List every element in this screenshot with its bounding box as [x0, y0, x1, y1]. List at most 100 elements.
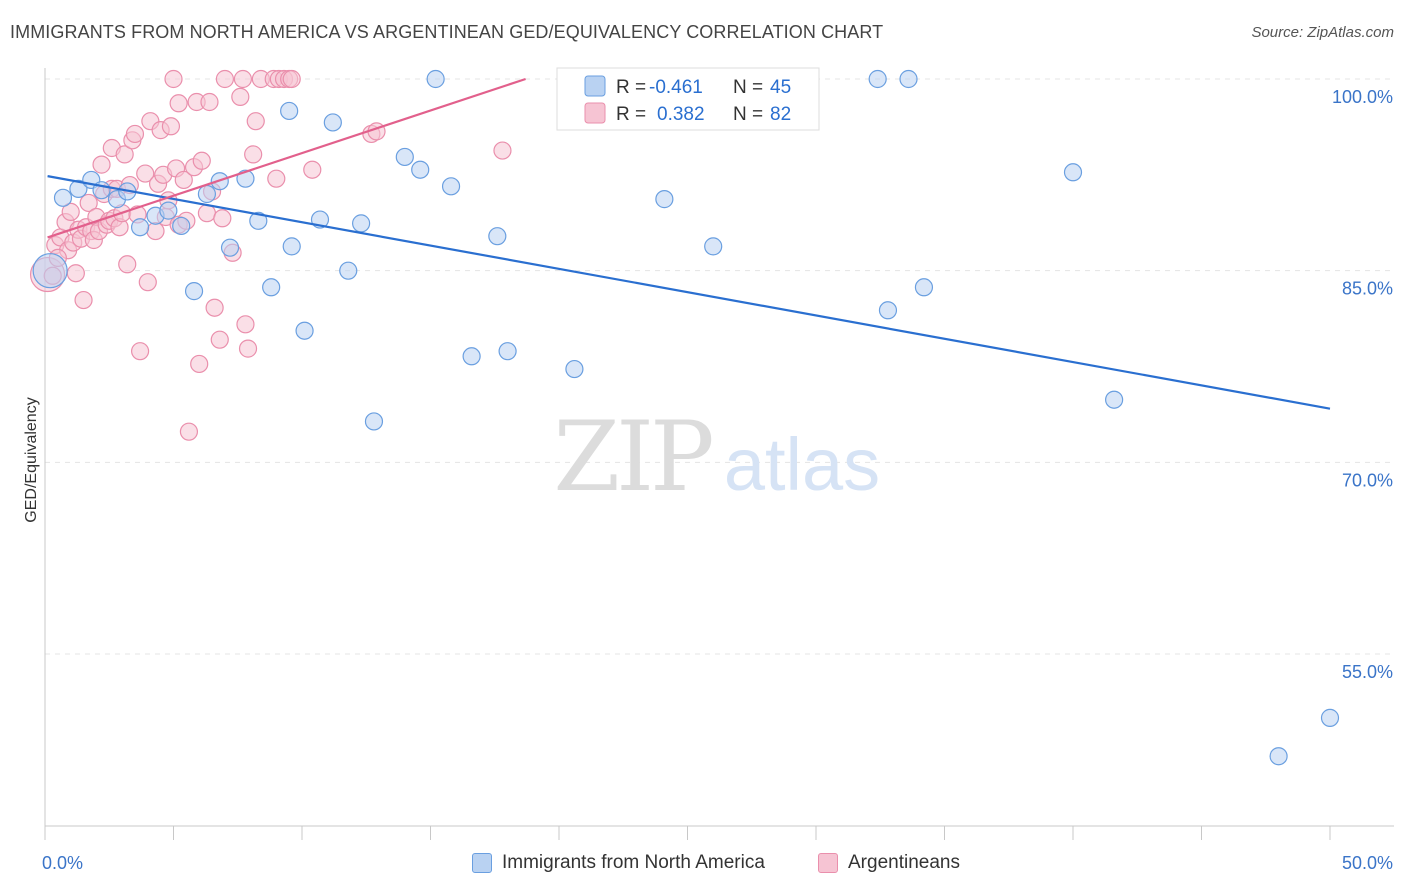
north-america-point-34 — [655, 190, 674, 209]
argentinean-point-63 — [231, 87, 250, 106]
argentinean-point-8 — [66, 264, 85, 283]
legend-r-north-america: -0.461 — [649, 77, 703, 98]
svg-text:N =: N = — [733, 104, 763, 125]
north-america-point-25 — [364, 412, 384, 431]
legend-swatch-argentineans-bottom — [818, 853, 838, 873]
grid-lines — [45, 78, 1394, 655]
argentinean-point-59 — [210, 330, 229, 349]
argentinean-point-32 — [125, 124, 145, 144]
svg-text:R =: R = — [616, 77, 646, 98]
watermark-atlas: atlas — [724, 423, 880, 506]
trend-line-north-america — [47, 175, 1331, 410]
north-america-point-32 — [498, 342, 517, 361]
argentinean-point-28 — [115, 145, 134, 164]
north-america-point-36 — [868, 69, 887, 89]
trend-lines — [47, 77, 1331, 410]
legend-item-north-america[interactable]: Immigrants from North America — [472, 852, 765, 874]
north-america-point-2 — [69, 179, 88, 198]
north-america-point-22 — [323, 113, 342, 132]
argentinean-point-44 — [161, 117, 181, 136]
y-tick-label-0: 100.0% — [1332, 87, 1393, 107]
x-tick-label-start: 0.0% — [42, 853, 83, 873]
argentinean-point-79 — [493, 141, 512, 160]
argentinean-point-6 — [61, 202, 80, 221]
legend-label-north-america: Immigrants from North America — [502, 852, 765, 873]
watermark-zip: ZIP — [553, 401, 712, 513]
north-america-point-1 — [53, 188, 73, 207]
argentinean-point-45 — [164, 69, 183, 89]
north-america-point-0 — [32, 253, 68, 289]
svg-text:R =: R = — [616, 104, 646, 125]
chart-title: IMMIGRANTS FROM NORTH AMERICA VS ARGENTI… — [10, 22, 884, 42]
legend-swatch-north-america-bottom — [472, 853, 492, 873]
y-axis-label: GED/Equivalency — [23, 397, 40, 522]
north-america-point-20 — [295, 321, 314, 340]
north-america-point-29 — [441, 177, 461, 196]
argentinean-point-64 — [233, 69, 252, 89]
legend-swatch-north-america — [584, 75, 606, 97]
north-america-point-11 — [184, 282, 204, 301]
y-tick-labels: 100.0% 85.0% 70.0% 55.0% — [1332, 87, 1393, 682]
argentinean-point-36 — [138, 273, 157, 292]
x-tick-label-end: 50.0% — [1342, 853, 1393, 873]
north-america-point-12 — [197, 184, 217, 204]
north-america-point-31 — [488, 227, 507, 246]
north-america-point-33 — [565, 359, 584, 379]
legend-swatch-argentineans — [584, 102, 606, 124]
legend-n-argentineans: 82 — [770, 104, 791, 125]
north-america-point-38 — [899, 69, 918, 89]
legend-label-argentineans: Argentineans — [848, 852, 960, 873]
north-america-point-24 — [352, 214, 371, 233]
north-america-point-18 — [280, 101, 299, 121]
argentinean-point-13 — [79, 193, 98, 213]
legend-stats: R = -0.461 N = 45 R = 0.382 N = 82 — [556, 67, 820, 131]
argentinean-point-71 — [267, 169, 286, 188]
north-america-point-14 — [220, 238, 240, 257]
argentinean-point-56 — [200, 92, 219, 112]
argentinean-point-34 — [130, 342, 150, 361]
y-tick-label-3: 55.0% — [1342, 662, 1393, 682]
y-tick-label-1: 85.0% — [1342, 279, 1393, 299]
argentinean-point-11 — [74, 290, 93, 310]
north-america-point-39 — [914, 278, 934, 297]
north-america-point-27 — [411, 160, 430, 179]
chart-source: Source: ZipAtlas.com — [1251, 24, 1394, 41]
argentinean-point-29 — [118, 255, 137, 274]
north-america-point-19 — [282, 237, 301, 256]
argentinean-point-60 — [213, 209, 232, 228]
north-america-point-9 — [159, 201, 178, 220]
north-america-point-35 — [704, 237, 723, 256]
north-america-point-17 — [262, 278, 281, 297]
argentinean-point-75 — [282, 69, 301, 89]
x-tick-labels: 0.0% 50.0% — [42, 853, 1393, 873]
argentinean-point-18 — [92, 155, 111, 174]
argentinean-point-67 — [244, 145, 263, 164]
trend-line-argentineans — [47, 77, 526, 239]
argentinean-point-35 — [136, 164, 155, 183]
north-america-point-41 — [1105, 390, 1124, 409]
north-america-point-16 — [249, 211, 268, 230]
north-america-point-7 — [130, 218, 150, 237]
argentinean-point-55 — [197, 204, 217, 223]
north-america-point-26 — [395, 147, 414, 167]
north-america-point-28 — [426, 69, 445, 89]
argentinean-point-65 — [236, 315, 255, 334]
legend-r-argentineans: 0.382 — [657, 104, 705, 125]
series-argentineans-points — [29, 69, 512, 441]
argentinean-point-53 — [190, 354, 209, 374]
axes — [44, 68, 1394, 840]
argentinean-point-66 — [238, 339, 258, 358]
y-tick-label-2: 70.0% — [1342, 470, 1393, 490]
argentinean-point-38 — [146, 221, 165, 241]
svg-text:N =: N = — [733, 77, 763, 98]
north-america-point-30 — [462, 347, 481, 366]
series-north-america-points — [32, 69, 1340, 766]
north-america-point-40 — [1063, 163, 1083, 182]
north-america-point-37 — [878, 301, 898, 320]
argentinean-point-58 — [205, 298, 224, 317]
argentinean-point-76 — [303, 160, 322, 179]
argentinean-point-68 — [246, 112, 265, 131]
legend-series: Immigrants from North America Argentinea… — [0, 852, 1406, 878]
legend-item-argentineans[interactable]: Argentineans — [818, 852, 960, 874]
